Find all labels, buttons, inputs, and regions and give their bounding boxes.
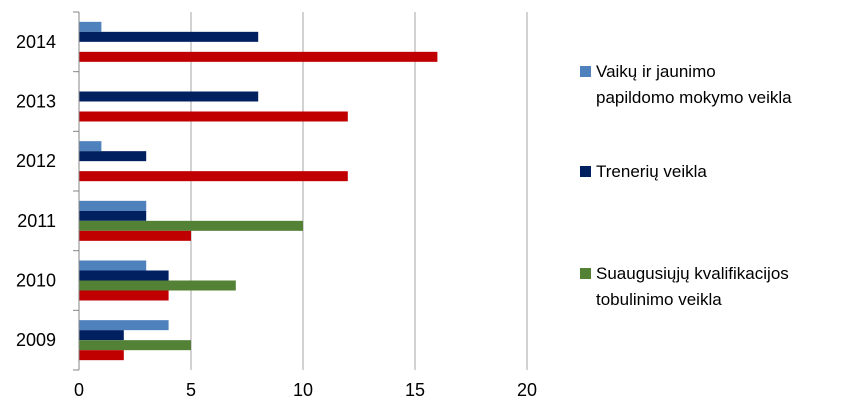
bar-2012-series-0 — [79, 141, 102, 152]
grid-layer — [190, 12, 528, 370]
legend-label-suaugusiuju-line1: Suaugusiųjų kvalifikacijos — [596, 264, 789, 283]
legend-swatch-treneriu — [580, 166, 591, 177]
legend-label-vaiku-line1: Vaikų ir jaunimo — [596, 62, 716, 81]
x-tick-label-0: 0 — [74, 380, 84, 400]
x-tick-label-20: 20 — [517, 380, 537, 400]
legend-swatch-vaiku — [580, 66, 591, 77]
bar-2010-series-0 — [79, 260, 147, 271]
bar-2014-series-3 — [79, 51, 438, 62]
labels-layer: 0 5 10 15 20 2009 2010 2011 2012 2013 2014 — [16, 32, 537, 400]
legend-text-suaugusiuju: Suaugusiųjų kvalifikacijos tobulinimo ve… — [596, 261, 789, 313]
legend-swatch-suaugusiuju — [580, 268, 591, 279]
y-tick-label-2013: 2013 — [16, 92, 56, 112]
x-tick-label-10: 10 — [293, 380, 313, 400]
bar-2013-series-3 — [79, 111, 348, 122]
legend-text-treneriu: Trenerių veikla — [596, 159, 707, 185]
legend-item-suaugusiuju: Suaugusiųjų kvalifikacijos tobulinimo ve… — [580, 261, 789, 313]
bar-2009-series-2 — [79, 340, 191, 351]
bar-2014-series-1 — [79, 31, 259, 42]
legend-label-vaiku-line2: papildomo mokymo veikla — [596, 88, 792, 107]
bar-2012-series-3 — [79, 171, 348, 182]
bar-2014-series-0 — [79, 21, 102, 32]
x-tick-label-5: 5 — [186, 380, 196, 400]
bar-2011-series-0 — [79, 200, 147, 211]
bar-2009-series-3 — [79, 350, 124, 361]
y-tick-label-2009: 2009 — [16, 330, 56, 350]
bar-2010-series-2 — [79, 280, 236, 291]
bar-2009-series-1 — [79, 330, 124, 341]
legend-text-vaiku: Vaikų ir jaunimo papildomo mokymo veikla — [596, 59, 792, 111]
legend-item-treneriu: Trenerių veikla — [580, 159, 707, 185]
bar-2010-series-3 — [79, 290, 169, 301]
bar-chart: 0 5 10 15 20 2009 2010 2011 2012 2013 2014 — [16, 11, 537, 400]
bar-2011-series-3 — [79, 230, 191, 241]
bar-2013-series-1 — [79, 91, 259, 102]
bar-2010-series-1 — [79, 270, 169, 281]
bar-2011-series-1 — [79, 210, 147, 221]
y-tick-label-2014: 2014 — [16, 32, 56, 52]
bar-2009-series-0 — [79, 320, 169, 331]
y-tick-label-2010: 2010 — [16, 271, 56, 291]
legend-label-treneriu-line1: Trenerių veikla — [596, 162, 707, 181]
legend-item-vaiku: Vaikų ir jaunimo papildomo mokymo veikla — [580, 59, 792, 111]
legend: Vaikų ir jaunimo papildomo mokymo veikla… — [580, 0, 861, 400]
y-tick-label-2011: 2011 — [17, 211, 56, 231]
axis-layer — [73, 11, 80, 371]
y-tick-label-2012: 2012 — [16, 151, 56, 171]
legend-label-suaugusiuju-line2: tobulinimo veikla — [596, 290, 722, 309]
bar-2011-series-2 — [79, 220, 303, 231]
bars-layer — [79, 21, 438, 361]
bar-2012-series-1 — [79, 151, 147, 162]
x-tick-label-15: 15 — [405, 380, 425, 400]
